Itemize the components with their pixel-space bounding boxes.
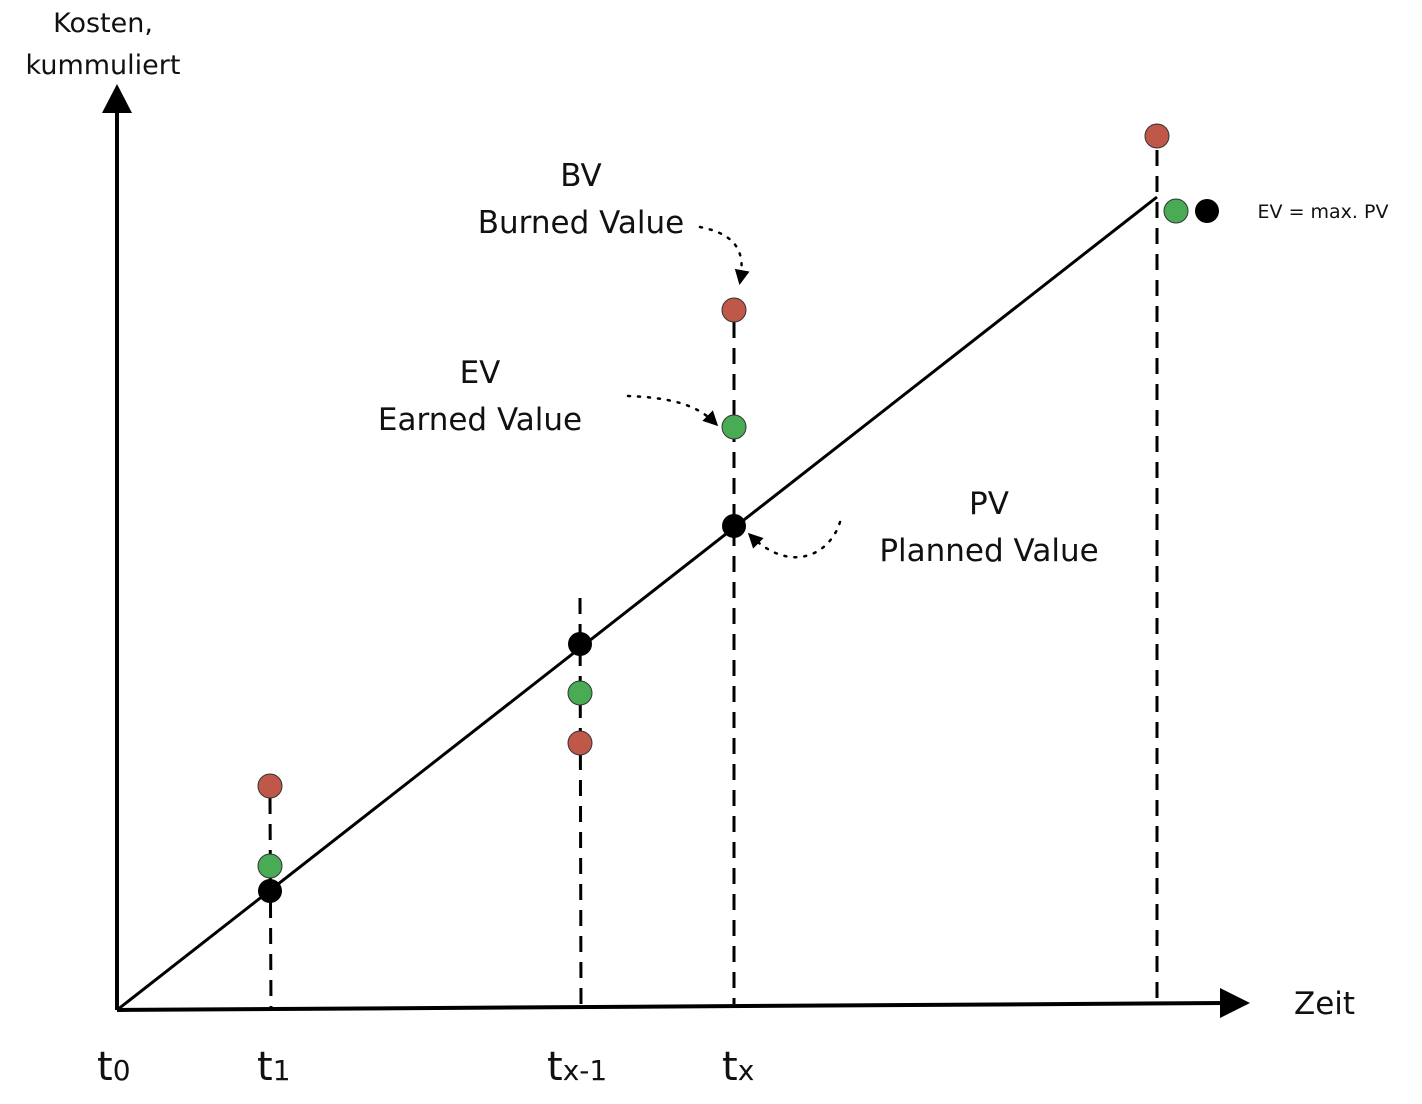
planned-point-tx-1 [568, 632, 592, 656]
earned-point-tx-1 [567, 680, 593, 706]
planned-value-line [116, 195, 1158, 1012]
bv-pointer-arrow [698, 225, 750, 285]
burned-point-end [1144, 123, 1170, 149]
guide-tx-1 [578, 597, 583, 1007]
y-axis-label-line1: Kosten, [53, 8, 153, 39]
x-axis [116, 1001, 1226, 1012]
guide-t1 [268, 797, 273, 1011]
earned-point-end [1163, 198, 1189, 224]
tick-t1: t1 [257, 1044, 291, 1090]
burned-point-tx-1 [567, 730, 593, 756]
ev-name-label: Earned Value [378, 402, 582, 438]
burned-point-tx [721, 297, 747, 323]
bv-name-label: Burned Value [478, 205, 685, 241]
planned-point-end [1195, 199, 1219, 223]
tick-tx: tx [722, 1044, 754, 1090]
y-axis-arrowhead [102, 84, 132, 113]
tick-tx-1: tx-1 [547, 1044, 607, 1090]
pv-name-label: Planned Value [879, 533, 1098, 569]
burned-point-t1 [257, 773, 283, 799]
pv-abbr-label: PV [969, 486, 1009, 522]
x-axis-arrowhead [1220, 988, 1250, 1018]
y-axis-label-line2: kummuliert [26, 50, 181, 81]
end-note-label: EV = max. PV [1258, 201, 1389, 223]
tick-t0: t0 [97, 1044, 131, 1090]
pv-pointer-arrow [747, 520, 842, 559]
ev-abbr-label: EV [460, 355, 501, 391]
x-axis-label: Zeit [1294, 986, 1355, 1022]
ev-pointer-arrow [626, 394, 719, 427]
earned-point-t1 [257, 853, 283, 879]
planned-point-tx [722, 514, 746, 538]
bv-abbr-label: BV [560, 158, 602, 194]
earned-point-tx [721, 414, 747, 440]
planned-point-t1 [258, 879, 282, 903]
